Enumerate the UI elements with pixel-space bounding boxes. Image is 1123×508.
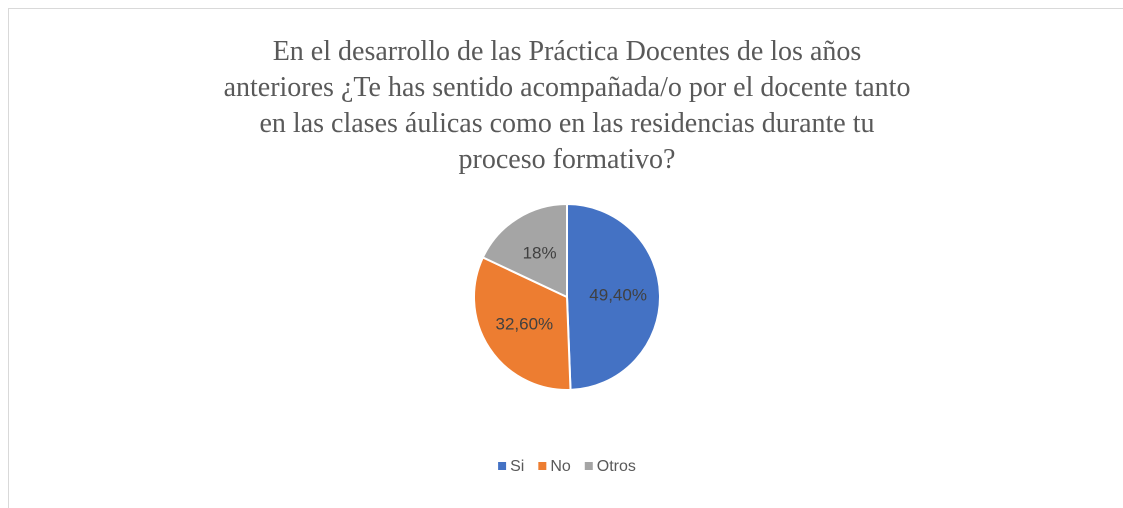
chart: 49,40% 32,60% 18% Si No Otros — [473, 202, 661, 475]
legend-marker — [538, 462, 547, 470]
chart-title: En el desarrollo de las Práctica Docente… — [223, 36, 911, 175]
legend-label: Otros — [597, 458, 636, 475]
data-label: 18% — [523, 243, 557, 262]
legend-label: Si — [510, 458, 524, 475]
page: {"chart_data": {"type": "pie", "title": … — [8, 8, 1123, 508]
chart-frame — [8, 8, 1123, 508]
legend-marker — [498, 462, 507, 470]
pie-slice — [481, 202, 568, 299]
legend-label: No — [550, 458, 571, 475]
legend-marker — [584, 462, 593, 470]
pie-slice — [566, 202, 661, 391]
data-label: 32,60% — [496, 315, 554, 334]
pie-slice — [473, 256, 572, 391]
data-label: 49,40% — [589, 286, 647, 305]
